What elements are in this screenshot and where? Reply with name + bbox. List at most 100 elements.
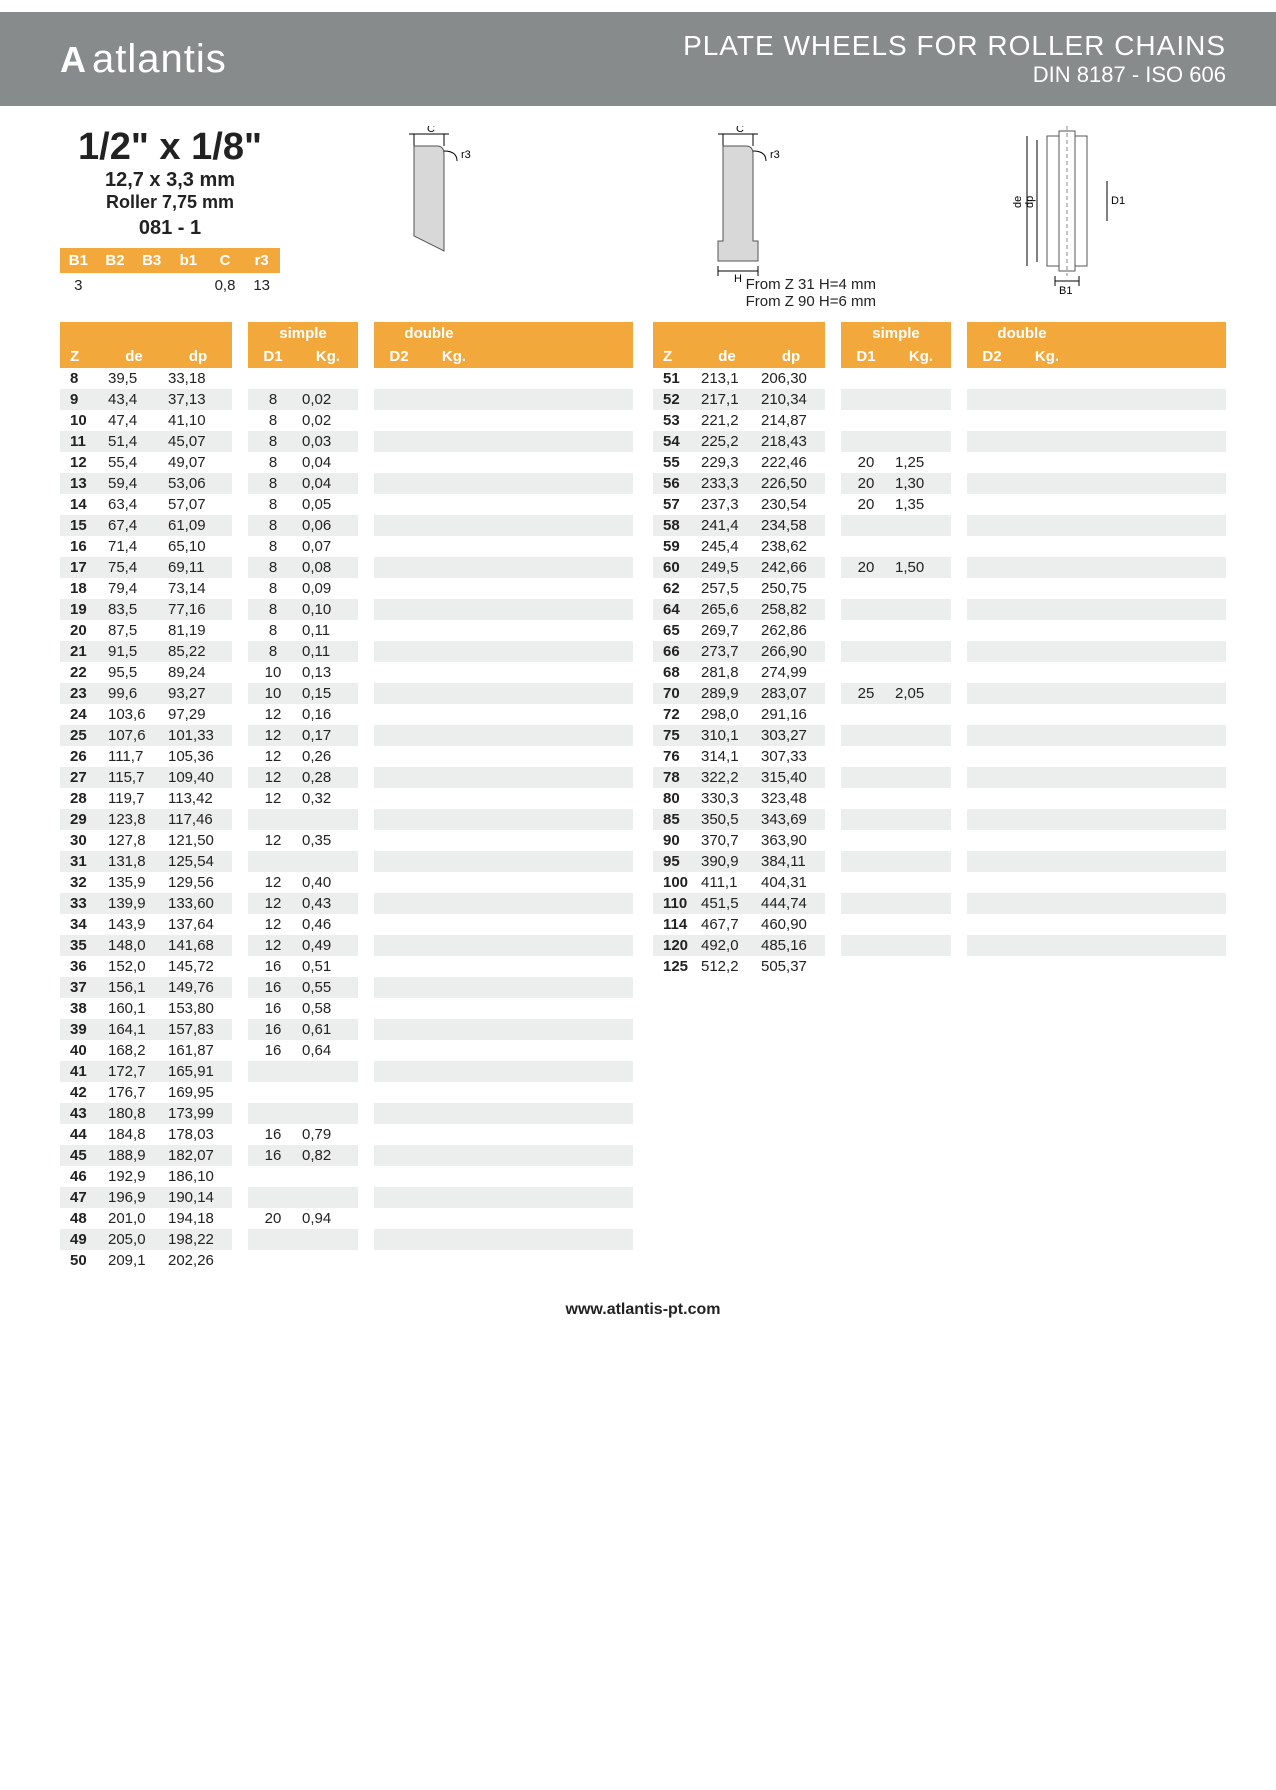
cell-de: 103,6	[104, 704, 164, 725]
cell-de: 217,1	[697, 389, 757, 410]
cell-dp: 161,87	[164, 1040, 232, 1061]
cell-d1	[841, 389, 891, 410]
cell-kg2	[1017, 641, 1077, 662]
cell-d1	[841, 578, 891, 599]
cell-kg: 0,58	[298, 998, 358, 1019]
cell-dp: 190,14	[164, 1187, 232, 1208]
cell-kg: 0,03	[298, 431, 358, 452]
cell-dp: 33,18	[164, 368, 232, 389]
cell-kg	[891, 536, 951, 557]
cell-kg2	[424, 1019, 484, 1040]
cell-d1: 16	[248, 956, 298, 977]
cell-kg: 0,05	[298, 494, 358, 515]
cell-kg: 0,04	[298, 452, 358, 473]
cell-d1: 16	[248, 977, 298, 998]
cell-dp: 384,11	[757, 851, 825, 872]
cell-dp: 69,11	[164, 557, 232, 578]
cell-kg2	[424, 746, 484, 767]
cell-kg: 2,05	[891, 683, 951, 704]
cell-d1	[248, 1166, 298, 1187]
cell-d2	[374, 935, 424, 956]
cell-d2	[967, 431, 1017, 452]
cell-kg	[298, 1082, 358, 1103]
cell-kg2	[1017, 809, 1077, 830]
cell-kg2	[424, 914, 484, 935]
cell-z: 72	[653, 704, 697, 725]
cell-z: 52	[653, 389, 697, 410]
cell-dp: 315,40	[757, 767, 825, 788]
cell-d1: 12	[248, 704, 298, 725]
table-row: 35148,0141,68120,49	[60, 935, 633, 956]
cell-kg: 0,46	[298, 914, 358, 935]
cell-d2	[967, 452, 1017, 473]
cell-dp: 113,42	[164, 788, 232, 809]
table-row: 48201,0194,18200,94	[60, 1208, 633, 1229]
cell-dp: 153,80	[164, 998, 232, 1019]
cell-d1	[841, 788, 891, 809]
cell-kg: 0,79	[298, 1124, 358, 1145]
cell-dp: 262,86	[757, 620, 825, 641]
cell-d2	[374, 431, 424, 452]
logo-icon: A	[60, 39, 86, 81]
cell-dp: 234,58	[757, 515, 825, 536]
cell-de: 213,1	[697, 368, 757, 389]
table-row: 60249,5242,66201,50	[653, 557, 1226, 578]
table-row: 49205,0198,22	[60, 1229, 633, 1250]
cell-kg	[891, 599, 951, 620]
cell-kg2	[424, 872, 484, 893]
cell-d1	[841, 893, 891, 914]
cell-de: 168,2	[104, 1040, 164, 1061]
cell-de: 87,5	[104, 620, 164, 641]
cell-kg2	[1017, 935, 1077, 956]
cell-de: 298,0	[697, 704, 757, 725]
cell-z: 29	[60, 809, 104, 830]
cell-kg	[891, 410, 951, 431]
cell-z: 46	[60, 1166, 104, 1187]
cell-de: 43,4	[104, 389, 164, 410]
cell-de: 119,7	[104, 788, 164, 809]
cell-dp: 169,95	[164, 1082, 232, 1103]
cell-d2	[374, 599, 424, 620]
footer-url: www.atlantis-pt.com	[60, 1271, 1226, 1379]
table-row: 1983,577,1680,10	[60, 599, 633, 620]
table-row: 78322,2315,40	[653, 767, 1226, 788]
cell-de: 115,7	[104, 767, 164, 788]
cell-kg: 0,82	[298, 1145, 358, 1166]
table-row: 839,533,18	[60, 368, 633, 389]
cell-dp: 141,68	[164, 935, 232, 956]
cell-z: 110	[653, 893, 697, 914]
table-row: 28119,7113,42120,32	[60, 788, 633, 809]
cell-d1: 12	[248, 767, 298, 788]
cell-d2	[374, 746, 424, 767]
table-row: 1567,461,0980,06	[60, 515, 633, 536]
cell-de: 111,7	[104, 746, 164, 767]
diagram-tooth-1: C r3	[389, 126, 499, 256]
cell-kg2	[424, 1229, 484, 1250]
table-row: 120492,0485,16	[653, 935, 1226, 956]
cell-z: 41	[60, 1061, 104, 1082]
cell-d1	[248, 1187, 298, 1208]
param-head-cell: B1	[60, 248, 97, 273]
cell-d1: 12	[248, 914, 298, 935]
cell-kg	[891, 956, 951, 977]
cell-kg2	[1017, 893, 1077, 914]
cell-d2	[374, 452, 424, 473]
table-row: 110451,5444,74	[653, 893, 1226, 914]
cell-de: 127,8	[104, 830, 164, 851]
cell-z: 36	[60, 956, 104, 977]
cell-z: 23	[60, 683, 104, 704]
cell-d1	[841, 830, 891, 851]
data-table-right: simple double Z de dp D1 Kg. D2 Kg. 5121…	[653, 322, 1226, 1271]
cell-d2	[374, 410, 424, 431]
cell-kg	[891, 914, 951, 935]
table-row: 68281,8274,99	[653, 662, 1226, 683]
cell-dp: 93,27	[164, 683, 232, 704]
cell-kg	[891, 746, 951, 767]
cell-d2	[374, 536, 424, 557]
cell-kg2	[1017, 473, 1077, 494]
param-table: B1B2B3b1Cr3 30,813	[60, 248, 280, 298]
cell-z: 30	[60, 830, 104, 851]
cell-d1: 20	[841, 452, 891, 473]
table-row: 70289,9283,07252,05	[653, 683, 1226, 704]
cell-d2	[967, 893, 1017, 914]
